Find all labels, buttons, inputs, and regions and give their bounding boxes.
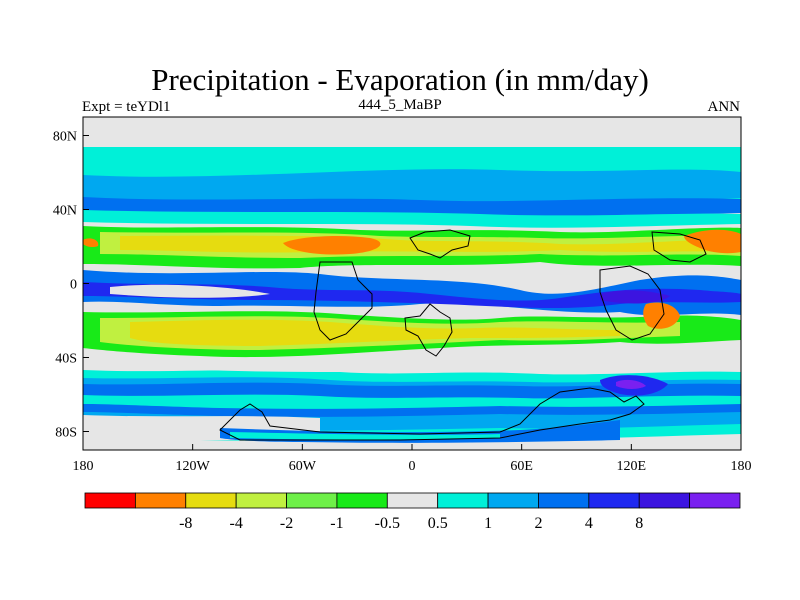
lat-tick-label: 40N (53, 204, 77, 219)
gap-atlantic (260, 358, 340, 371)
colorbar-swatch (538, 492, 590, 509)
colorbar-label: 1 (484, 515, 492, 532)
land-africa-outline (404, 303, 453, 357)
colorbar-swatch (386, 492, 439, 509)
colorbar-swatch (84, 492, 136, 509)
colorbar-swatch (185, 492, 237, 509)
figure-title: Precipitation - Evaporation (in mm/day) (151, 62, 649, 97)
colorbar-label: 2 (534, 515, 542, 532)
lat-tick-label: 40S (55, 352, 77, 367)
colorbar-swatch (134, 492, 187, 509)
colorbar-swatch (336, 492, 388, 509)
nh-dry-orange-1 (283, 235, 381, 255)
antarctic-cyan (230, 432, 500, 440)
band-north-cyan (83, 210, 741, 228)
lon-tick-label: 120E (617, 459, 647, 474)
equator-gap (110, 284, 270, 298)
lat-tick-label: 80S (55, 426, 77, 441)
colorbar-label: -2 (280, 515, 293, 532)
nh-dry-orange-3 (684, 229, 741, 254)
sh-subtropic-yellow (130, 319, 620, 346)
colorbar-label: 4 (585, 515, 593, 532)
colorbar-label: -4 (229, 515, 242, 532)
itcz-core (83, 282, 741, 309)
colorbar-swatch (235, 492, 287, 509)
colorbar-swatch (487, 492, 539, 509)
colorbar-swatch (638, 492, 691, 509)
lon-axis: 180 120W 60W 0 60E 120E 180 (73, 444, 752, 474)
lat-tick-label: 0 (70, 278, 77, 293)
colorbar-swatch (689, 492, 741, 509)
nh-dry-orange-2 (83, 238, 99, 248)
contour-fill (83, 117, 741, 450)
land-indochina-outline (651, 231, 707, 263)
lon-tick-label: 60W (289, 459, 317, 474)
sh-dry-orange (643, 302, 680, 329)
colorbar-label: 0.5 (428, 515, 448, 532)
lon-tick-label: 180 (731, 459, 752, 474)
colorbar-swatch (437, 492, 489, 509)
land-sa-outline (313, 261, 373, 341)
lat-axis: 80N 40N 0 40S 80S (53, 130, 89, 441)
colorbar: -8 -4 -2 -1 -0.5 0.5 1 2 4 8 (84, 492, 741, 532)
colorbar-label: -8 (179, 515, 192, 532)
colorbar-swatch (588, 492, 640, 509)
land-antarctica-outline (219, 387, 645, 441)
lon-tick-label: 120W (176, 459, 211, 474)
colorbar-swatch (286, 492, 338, 509)
lat-tick-label: 80N (53, 130, 77, 145)
lon-tick-label: 60E (510, 459, 533, 474)
land-asia-outline (409, 229, 471, 259)
so-violet-patch (616, 379, 646, 389)
lon-tick-label: 0 (409, 459, 416, 474)
itcz-violet (600, 290, 670, 304)
period-label: 444_5_MaBP (358, 97, 442, 113)
colorbar-label: -0.5 (375, 515, 400, 532)
experiment-label: Expt = teYDl1 (82, 99, 171, 115)
colorbar-label: 8 (635, 515, 643, 532)
season-label: ANN (707, 99, 741, 115)
lon-tick-label: 180 (73, 459, 94, 474)
nh-subtropic-yellow (120, 235, 741, 253)
colorbar-label: -1 (330, 515, 343, 532)
band-storm-track (83, 169, 741, 205)
land-australia-outline (599, 265, 665, 341)
